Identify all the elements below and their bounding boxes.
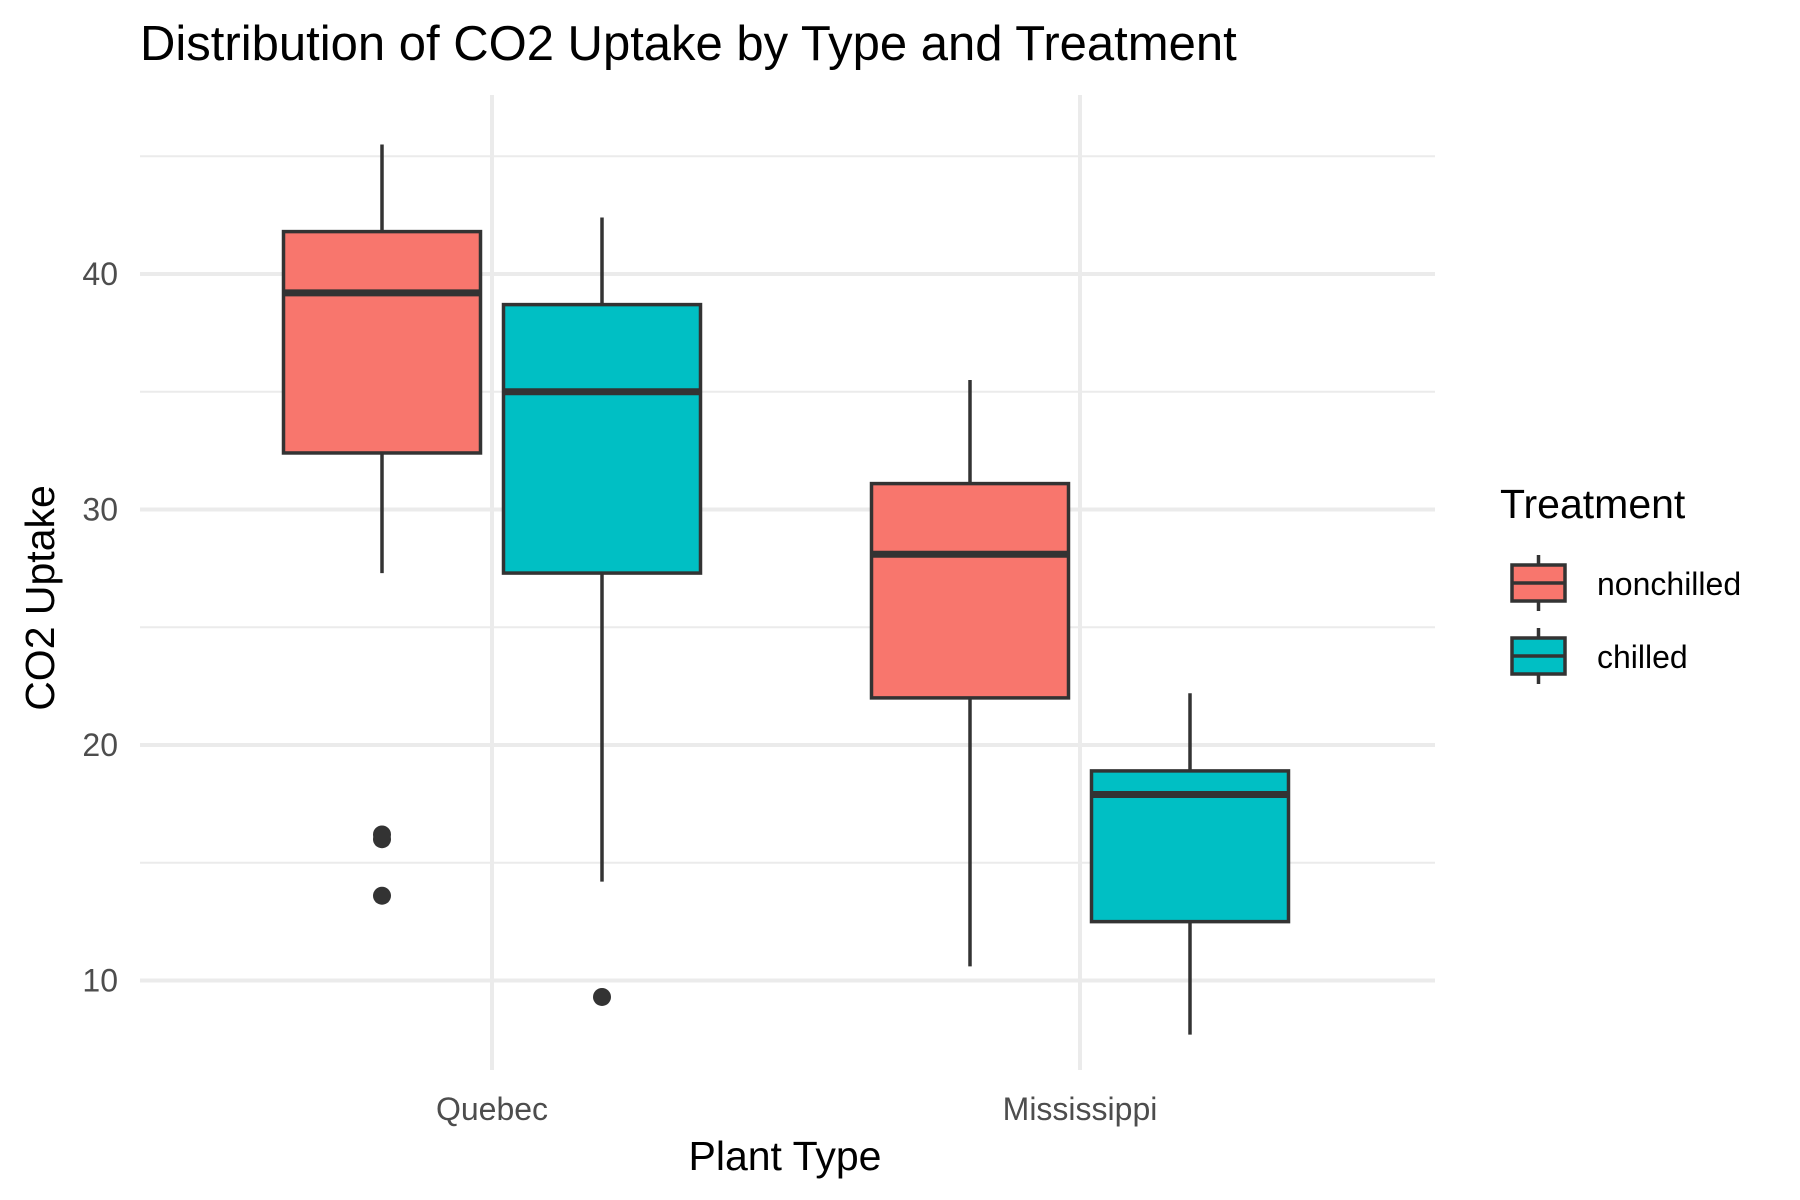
box-iqr xyxy=(869,481,1071,700)
legend-title: Treatment xyxy=(1500,481,1686,527)
box-group xyxy=(1089,693,1291,1035)
box-iqr xyxy=(501,302,703,575)
box-iqr xyxy=(281,229,483,455)
y-tick-label: 20 xyxy=(82,727,118,763)
chart-title: Distribution of CO2 Uptake by Type and T… xyxy=(140,17,1237,71)
x-tick-label: Quebec xyxy=(436,1091,548,1127)
box-group xyxy=(869,379,1071,967)
axis-layer: 10 20 30 40 Quebec Mississippi xyxy=(82,256,1157,1127)
outlier-point xyxy=(373,825,391,844)
y-tick-label: 30 xyxy=(82,491,118,527)
legend: Treatment nonchilled chilled xyxy=(1500,481,1741,684)
box-group xyxy=(281,144,483,905)
y-tick-label: 10 xyxy=(82,963,118,999)
y-tick-label: 40 xyxy=(82,256,118,292)
legend-items: nonchilled chilled xyxy=(1510,555,1741,684)
legend-label: nonchilled xyxy=(1597,566,1741,602)
outlier-point xyxy=(593,987,611,1006)
y-axis-title: CO2 Uptake xyxy=(17,485,63,711)
x-axis-title: Plant Type xyxy=(689,1133,882,1179)
legend-entry: chilled xyxy=(1510,628,1688,684)
x-tick-label: Mississippi xyxy=(1003,1091,1158,1127)
outlier-point xyxy=(373,886,391,905)
legend-label: chilled xyxy=(1597,639,1688,675)
box-layer xyxy=(281,144,1291,1035)
legend-entry: nonchilled xyxy=(1510,555,1741,611)
box-group xyxy=(501,217,703,1006)
